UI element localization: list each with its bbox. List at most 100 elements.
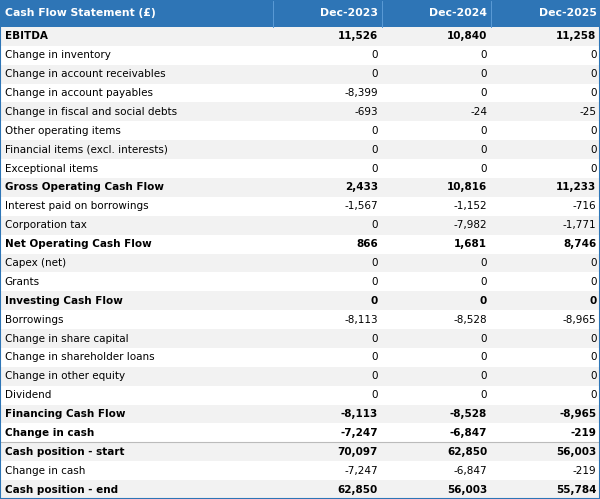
Text: Change in fiscal and social debts: Change in fiscal and social debts (5, 107, 177, 117)
Bar (0, 102, 600, 121)
Text: 8,746: 8,746 (563, 239, 596, 249)
Text: 0: 0 (590, 390, 596, 400)
Text: Net Operating Cash Flow: Net Operating Cash Flow (5, 239, 152, 249)
Text: 0: 0 (371, 126, 378, 136)
Text: 2,433: 2,433 (345, 183, 378, 193)
Text: Other operating items: Other operating items (5, 126, 121, 136)
Text: Dec-2023: Dec-2023 (320, 8, 378, 18)
Text: 0: 0 (371, 145, 378, 155)
Text: 0: 0 (481, 126, 487, 136)
Text: Capex (net): Capex (net) (5, 258, 66, 268)
Text: 0: 0 (481, 390, 487, 400)
Bar (0, 480, 600, 499)
Text: 0: 0 (590, 88, 596, 98)
Bar (0, 310, 600, 329)
Text: 0: 0 (371, 164, 378, 174)
Text: -8,528: -8,528 (450, 409, 487, 419)
Text: 0: 0 (590, 277, 596, 287)
Text: -8,113: -8,113 (341, 409, 378, 419)
Bar (0, 329, 600, 348)
Text: 0: 0 (481, 371, 487, 381)
Text: -716: -716 (573, 201, 596, 212)
Text: Gross Operating Cash Flow: Gross Operating Cash Flow (5, 183, 164, 193)
Text: Change in cash: Change in cash (5, 466, 85, 476)
Text: 11,258: 11,258 (556, 31, 596, 41)
Text: 0: 0 (589, 296, 596, 306)
Bar (0, 159, 600, 178)
Bar (0, 386, 600, 405)
Bar (0, 405, 600, 424)
Text: 0: 0 (481, 50, 487, 60)
Text: 0: 0 (481, 145, 487, 155)
Text: Financing Cash Flow: Financing Cash Flow (5, 409, 125, 419)
Text: Financial items (excl. interests): Financial items (excl. interests) (5, 145, 167, 155)
Text: Cash position - start: Cash position - start (5, 447, 124, 457)
Text: 0: 0 (481, 277, 487, 287)
Text: -8,399: -8,399 (344, 88, 378, 98)
Text: Dec-2024: Dec-2024 (429, 8, 487, 18)
Text: Change in account payables: Change in account payables (5, 88, 153, 98)
Text: 0: 0 (371, 277, 378, 287)
Text: 11,526: 11,526 (338, 31, 378, 41)
Text: -7,247: -7,247 (340, 428, 378, 438)
Text: 0: 0 (371, 296, 378, 306)
Text: 1,681: 1,681 (454, 239, 487, 249)
Text: Change in cash: Change in cash (5, 428, 94, 438)
Bar (0, 235, 600, 253)
Text: -8,113: -8,113 (344, 314, 378, 325)
Text: 0: 0 (481, 333, 487, 343)
Text: -8,965: -8,965 (559, 409, 596, 419)
Text: -6,847: -6,847 (454, 466, 487, 476)
Text: -1,152: -1,152 (454, 201, 487, 212)
Text: -1,567: -1,567 (344, 201, 378, 212)
Bar (0, 84, 600, 102)
Bar (0, 291, 600, 310)
Text: Change in account receivables: Change in account receivables (5, 69, 166, 79)
Text: 0: 0 (481, 88, 487, 98)
Text: Corporation tax: Corporation tax (5, 220, 86, 230)
Text: Cash position - end: Cash position - end (5, 485, 118, 495)
Text: -7,247: -7,247 (344, 466, 378, 476)
Text: 0: 0 (590, 258, 596, 268)
Text: 0: 0 (590, 333, 596, 343)
Text: Dec-2025: Dec-2025 (539, 8, 596, 18)
Text: 70,097: 70,097 (338, 447, 378, 457)
Text: -693: -693 (355, 107, 378, 117)
Text: 0: 0 (590, 371, 596, 381)
Bar (0, 121, 600, 140)
Bar (0, 367, 600, 386)
Text: Change in inventory: Change in inventory (5, 50, 110, 60)
Text: -1,771: -1,771 (563, 220, 596, 230)
Text: 0: 0 (371, 50, 378, 60)
Bar (0, 272, 600, 291)
Text: Cash Flow Statement (£): Cash Flow Statement (£) (5, 8, 155, 18)
Text: 0: 0 (590, 164, 596, 174)
Text: EBITDA: EBITDA (5, 31, 47, 41)
Text: Grants: Grants (5, 277, 40, 287)
Text: Exceptional items: Exceptional items (5, 164, 98, 174)
Bar (0, 253, 600, 272)
Text: 0: 0 (371, 390, 378, 400)
Text: 0: 0 (371, 69, 378, 79)
Text: 56,003: 56,003 (447, 485, 487, 495)
Text: 55,784: 55,784 (556, 485, 596, 495)
Text: 0: 0 (481, 258, 487, 268)
Text: 56,003: 56,003 (556, 447, 596, 457)
Text: 0: 0 (481, 164, 487, 174)
Text: 0: 0 (590, 126, 596, 136)
Text: 0: 0 (590, 352, 596, 362)
Text: 866: 866 (356, 239, 378, 249)
Bar (0, 442, 600, 461)
Text: 62,850: 62,850 (447, 447, 487, 457)
Text: 0: 0 (481, 352, 487, 362)
Text: -24: -24 (470, 107, 487, 117)
Text: -6,847: -6,847 (450, 428, 487, 438)
Bar (0, 216, 600, 235)
Text: 62,850: 62,850 (338, 485, 378, 495)
Text: 0: 0 (371, 258, 378, 268)
Bar (0, 0, 600, 27)
Bar (0, 178, 600, 197)
Text: 10,840: 10,840 (447, 31, 487, 41)
Text: Investing Cash Flow: Investing Cash Flow (5, 296, 122, 306)
Bar (0, 65, 600, 84)
